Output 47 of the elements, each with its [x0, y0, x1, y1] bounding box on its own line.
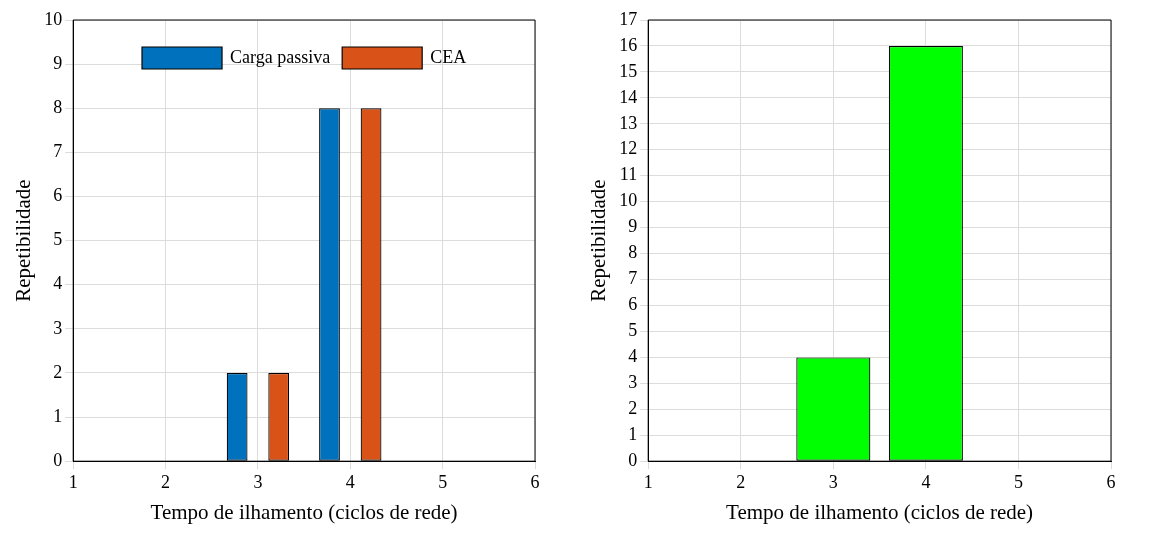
- y-tick-label: 17: [619, 8, 638, 29]
- x-tick-label: 2: [736, 471, 746, 492]
- x-tick-label: 5: [1013, 471, 1023, 492]
- x-tick-label: 5: [438, 471, 448, 492]
- x-tick-label: 6: [530, 471, 540, 492]
- y-tick-label: 8: [53, 96, 63, 117]
- y-tick-label: 12: [619, 138, 638, 159]
- x-tick-label: 1: [643, 471, 653, 492]
- y-tick-label: 8: [628, 242, 638, 263]
- y-tick-label: 2: [628, 398, 638, 419]
- y-tick-label: 0: [53, 449, 63, 470]
- y-tick-label: 13: [619, 112, 638, 133]
- y-tick-label: 3: [53, 317, 63, 338]
- y-tick-label: 9: [628, 216, 638, 237]
- x-tick-label: 1: [68, 471, 78, 492]
- y-tick-label: 5: [628, 320, 638, 341]
- y-axis-title: Repetibilidade: [11, 179, 36, 302]
- y-tick-label: 4: [53, 273, 63, 294]
- y-tick-label: 2: [53, 361, 63, 382]
- y-tick-label: 4: [628, 346, 638, 367]
- y-tick-label: 1: [53, 405, 63, 426]
- x-tick-label: 3: [828, 471, 838, 492]
- y-tick-label: 6: [53, 185, 63, 206]
- x-tick-label: 4: [345, 471, 355, 492]
- y-tick-label: 7: [53, 141, 63, 162]
- y-tick-label: 1: [628, 423, 638, 444]
- legend-label: CEA: [430, 46, 467, 67]
- x-tick-label: 2: [161, 471, 171, 492]
- x-axis-title: Tempo de ilhamento (ciclos de rede): [726, 499, 1034, 524]
- y-tick-label: 15: [619, 60, 638, 81]
- y-tick-label: 10: [44, 8, 63, 29]
- y-tick-label: 9: [53, 52, 63, 73]
- y-tick-label: 10: [619, 190, 638, 211]
- legend-label: Carga passiva: [230, 46, 331, 67]
- x-axis-title: Tempo de ilhamento (ciclos de rede): [150, 499, 458, 524]
- y-tick-label: 14: [619, 86, 638, 107]
- y-tick-label: 16: [619, 34, 638, 55]
- y-tick-label: 0: [628, 449, 638, 470]
- y-tick-label: 6: [628, 294, 638, 315]
- y-tick-label: 3: [628, 372, 638, 393]
- y-axis-title: Repetibilidade: [586, 179, 611, 302]
- x-tick-label: 3: [253, 471, 263, 492]
- x-tick-label: 4: [921, 471, 931, 492]
- y-tick-label: 5: [53, 229, 63, 250]
- x-tick-label: 6: [1106, 471, 1116, 492]
- y-tick-label: 11: [619, 164, 638, 185]
- y-tick-label: 7: [628, 268, 638, 289]
